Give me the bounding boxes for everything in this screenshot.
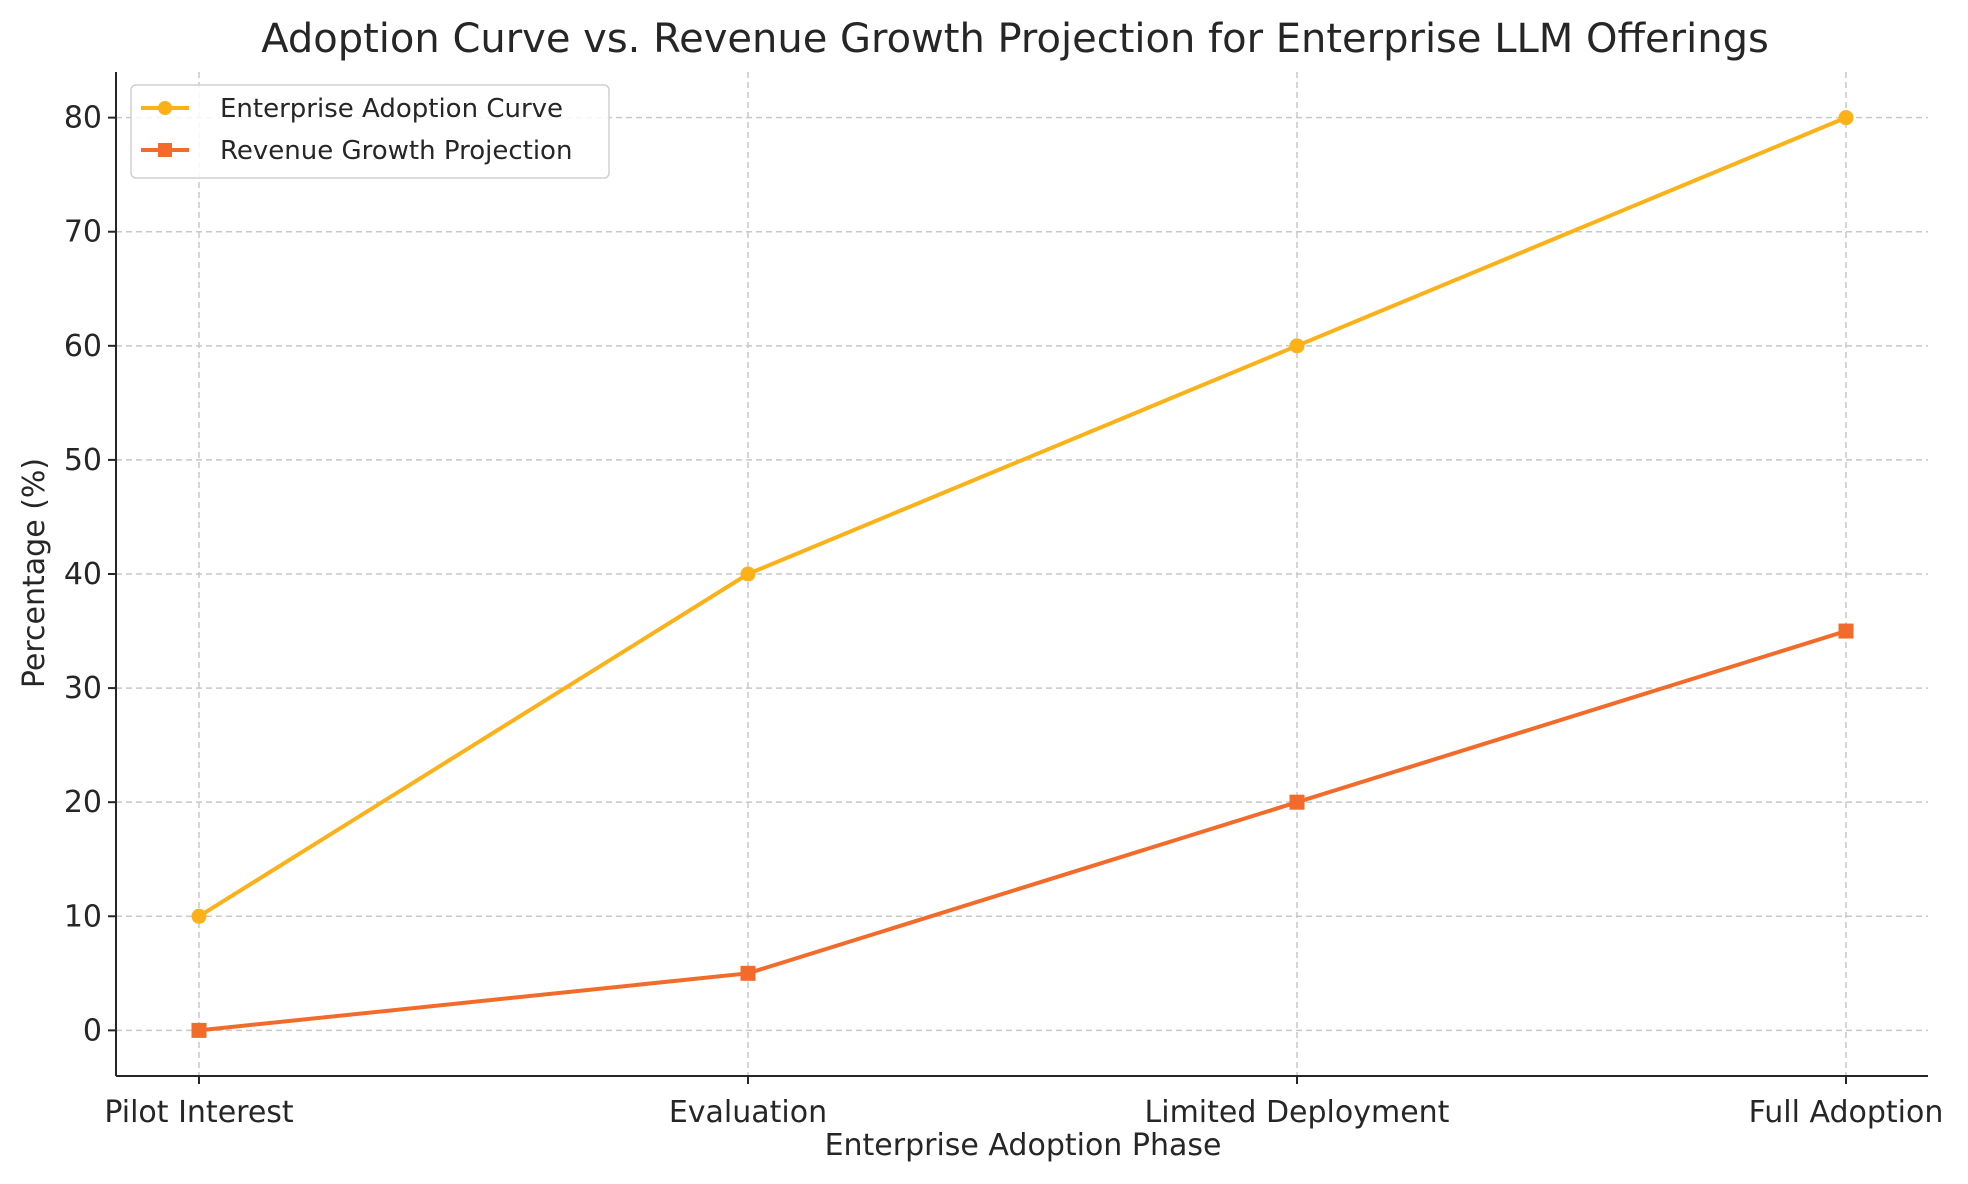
series-line-1 (198, 629, 1847, 1033)
data-point-square (1289, 794, 1305, 810)
x-axis-label: Enterprise Adoption Phase (825, 1128, 1222, 1163)
y-tick-label: 30 (64, 671, 102, 706)
legend-label: Enterprise Adoption Curve (220, 94, 563, 124)
y-tick-label: 70 (64, 215, 102, 250)
y-tick-label: 20 (64, 785, 102, 820)
x-tick-label: Full Adoption (1749, 1095, 1944, 1130)
legend-marker-circle (158, 101, 172, 115)
y-tick-label: 80 (64, 101, 102, 136)
series-line-0 (197, 115, 1847, 918)
legend-box (130, 84, 610, 179)
data-point-circle (191, 908, 207, 924)
y-tick-label: 50 (64, 443, 102, 478)
data-point-circle (1289, 338, 1305, 354)
data-point-square (1838, 623, 1854, 639)
y-tick-label: 60 (64, 329, 102, 364)
chart-title: Adoption Curve vs. Revenue Growth Projec… (261, 16, 1769, 62)
series-layer (191, 110, 1854, 1038)
x-tick-label: Evaluation (669, 1095, 827, 1130)
y-tick-label: 0 (83, 1013, 102, 1048)
legend: Enterprise Adoption Curve Revenue Growth … (130, 84, 610, 179)
data-point-circle (740, 566, 756, 582)
legend-label: Revenue Growth Projection (220, 136, 572, 166)
y-axis-label: Percentage (%) (17, 458, 52, 688)
data-point-circle (1838, 110, 1854, 126)
axes-layer: 0 10 20 30 40 50 60 70 80 Pilot Interest Evaluatio… (64, 72, 1944, 1130)
data-point-square (740, 965, 756, 981)
data-point-square (191, 1022, 207, 1038)
grid-layer (116, 72, 1928, 1076)
legend-marker-square (158, 143, 172, 157)
x-tick-label: Pilot Interest (104, 1095, 294, 1130)
x-tick-label: Limited Deployment (1145, 1095, 1450, 1130)
y-tick-label: 10 (64, 899, 102, 934)
y-tick-label: 40 (64, 557, 102, 592)
